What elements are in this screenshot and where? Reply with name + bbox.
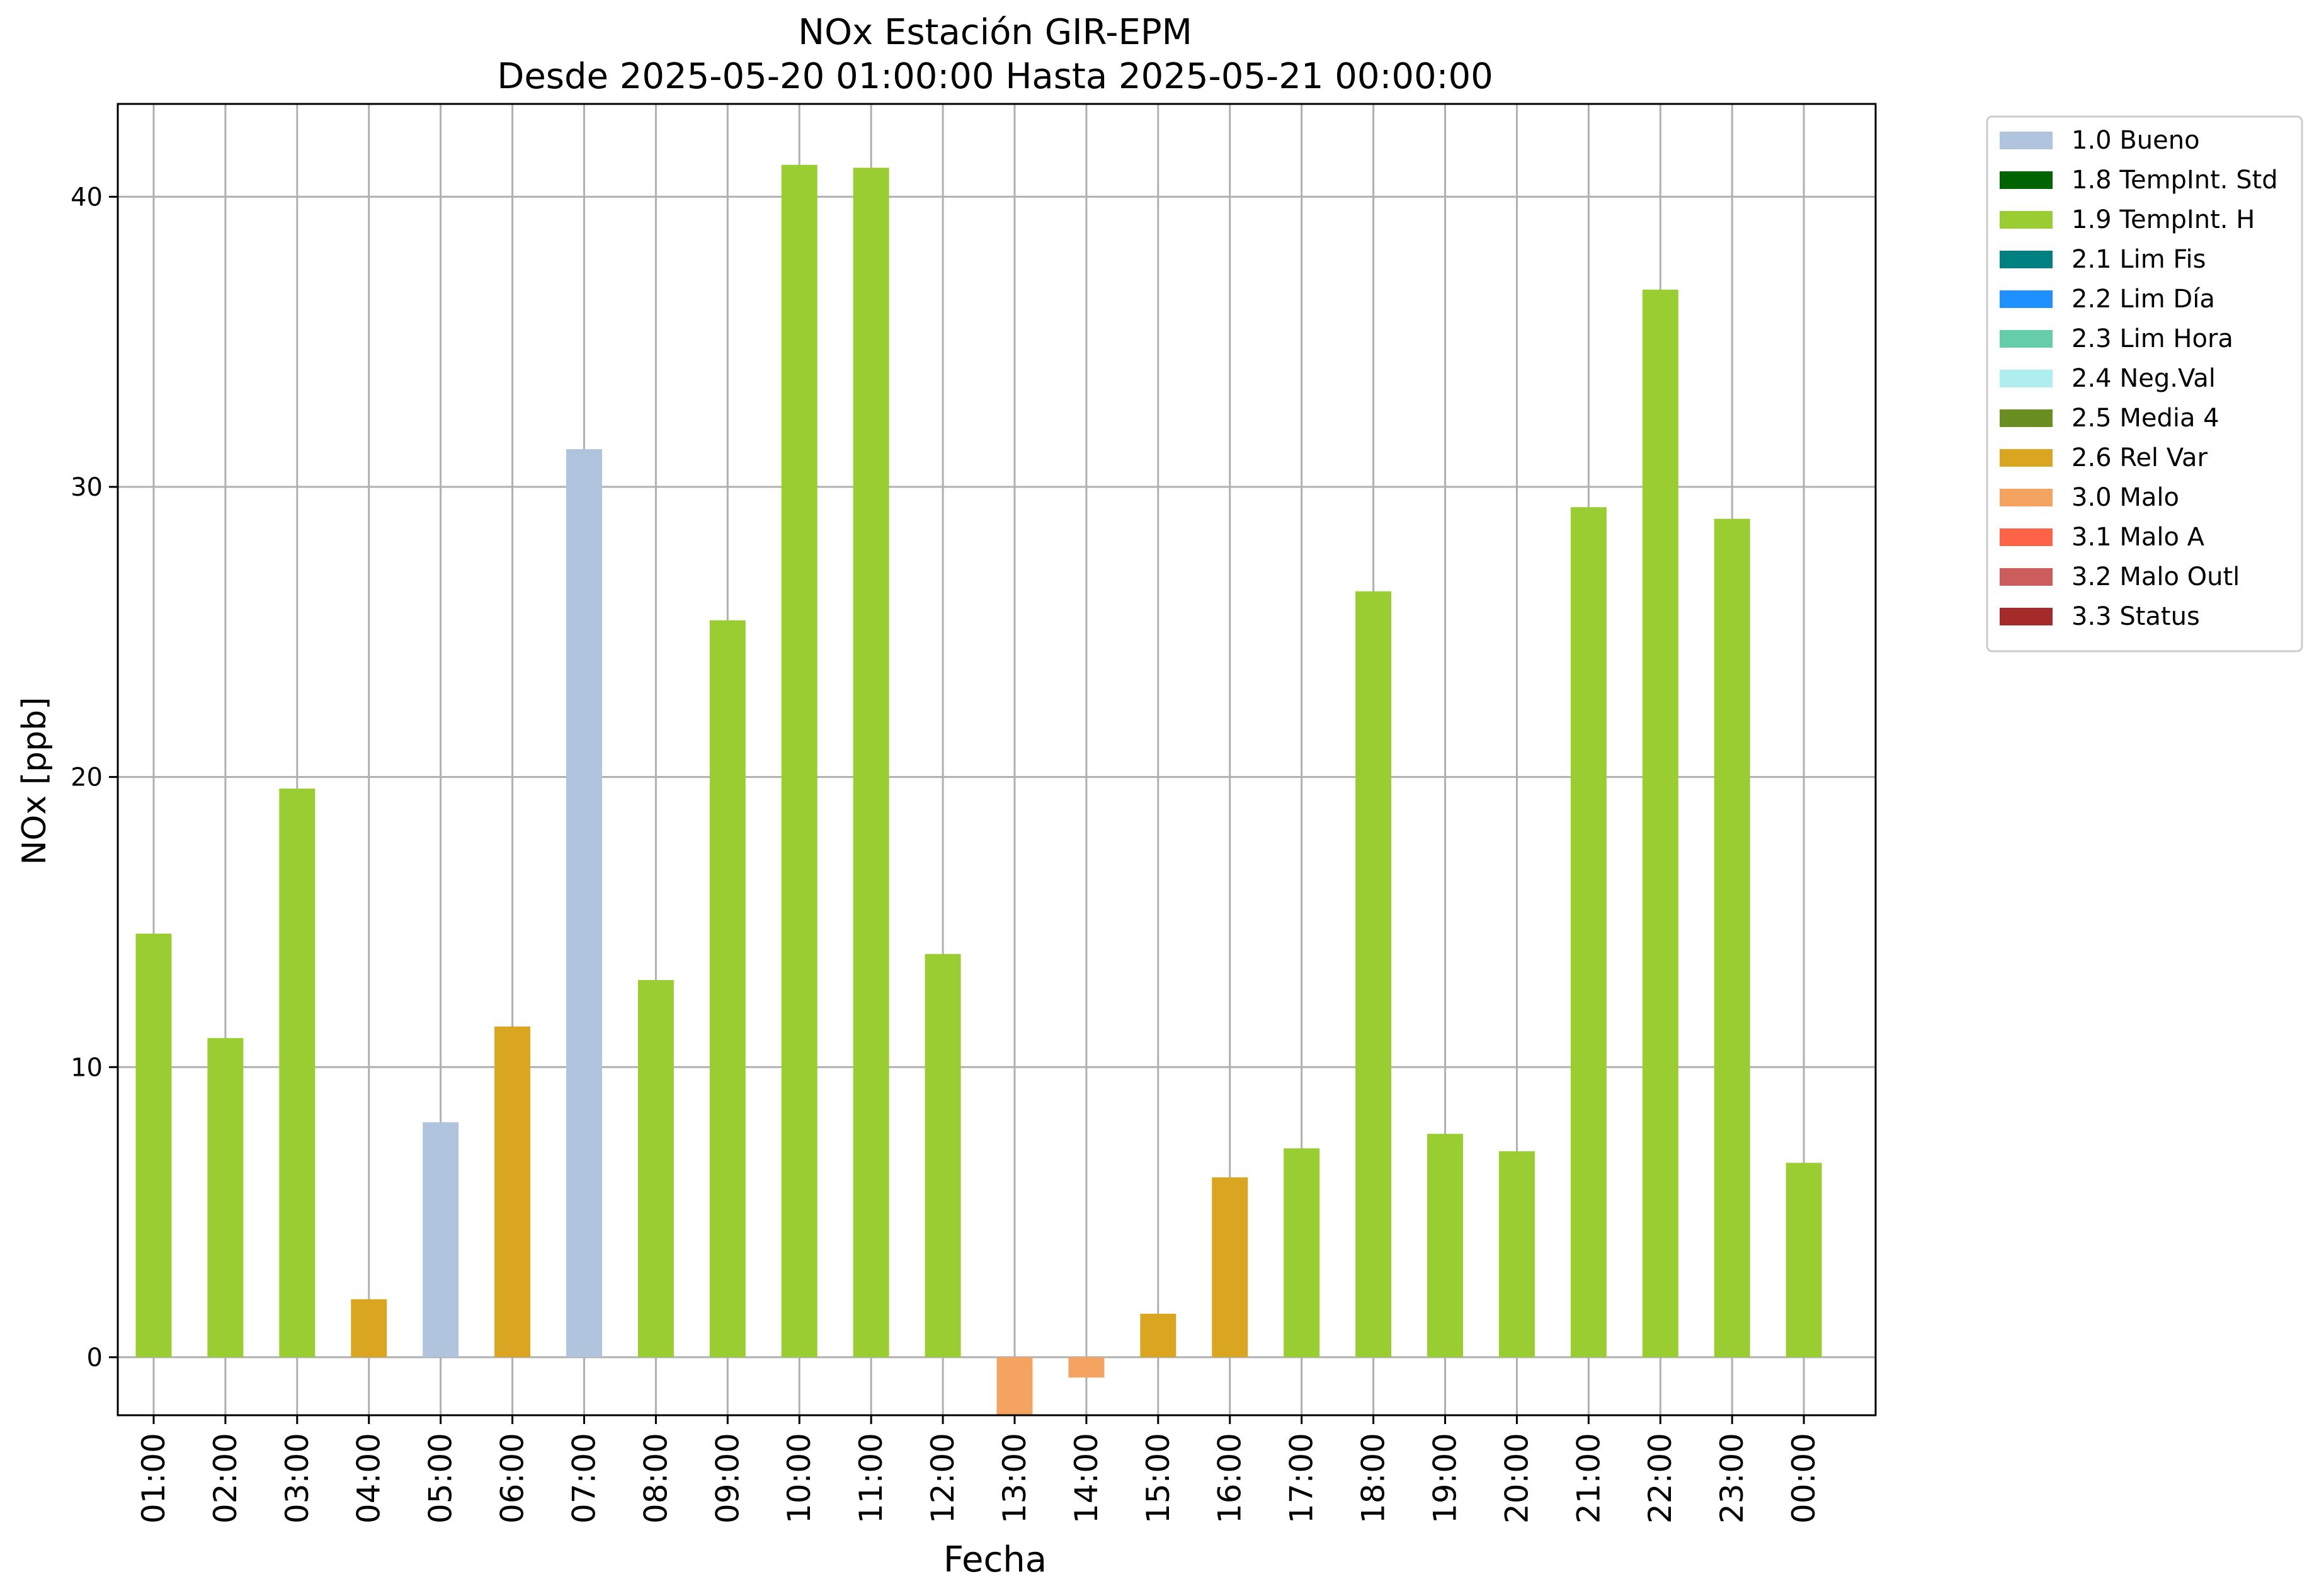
legend-swatch xyxy=(2000,251,2053,268)
bar-1100 xyxy=(853,168,889,1357)
legend-entry: 3.0 Malo xyxy=(2071,483,2179,512)
bar-1800 xyxy=(1355,591,1392,1357)
legend-swatch xyxy=(2000,608,2053,625)
bar-0300 xyxy=(279,789,316,1357)
legend-swatch xyxy=(2000,528,2053,546)
legend-swatch xyxy=(2000,409,2053,427)
bar-0500 xyxy=(423,1122,459,1357)
bar-2300 xyxy=(1714,518,1750,1357)
x-tick-label: 18:00 xyxy=(1355,1433,1392,1524)
bar-1000 xyxy=(781,164,818,1357)
legend-entry: 1.9 TempInt. H xyxy=(2071,205,2255,234)
x-axis-label: Fecha xyxy=(943,1539,1047,1580)
x-tick-label: 17:00 xyxy=(1284,1433,1320,1524)
bar-1400 xyxy=(1068,1357,1105,1378)
legend-entry: 2.4 Neg.Val xyxy=(2071,364,2216,393)
x-tick-label: 05:00 xyxy=(423,1433,459,1524)
bar-0000 xyxy=(1786,1163,1822,1357)
bar-0400 xyxy=(351,1299,387,1357)
bar-1300 xyxy=(996,1357,1033,1415)
x-tick-label: 13:00 xyxy=(996,1433,1033,1524)
x-tick-label: 07:00 xyxy=(566,1433,602,1524)
legend-entry: 2.1 Lim Fis xyxy=(2071,245,2206,274)
legend-swatch xyxy=(2000,489,2053,506)
bar-0700 xyxy=(566,449,602,1357)
x-tick-label: 03:00 xyxy=(279,1433,316,1524)
y-axis-label: NOx [ppb] xyxy=(16,697,54,865)
x-tick-label: 11:00 xyxy=(853,1433,889,1524)
x-tick-label: 20:00 xyxy=(1498,1433,1535,1524)
legend-entry: 1.8 TempInt. Std xyxy=(2071,166,2278,195)
bar-2200 xyxy=(1642,289,1678,1357)
legend-swatch xyxy=(2000,290,2053,308)
bar-2000 xyxy=(1498,1151,1535,1357)
x-tick-label: 08:00 xyxy=(637,1433,674,1524)
legend-swatch xyxy=(2000,171,2053,189)
legend-entry: 3.3 Status xyxy=(2071,602,2200,631)
x-tick-label: 06:00 xyxy=(494,1433,531,1524)
bar-2100 xyxy=(1570,507,1607,1357)
bars xyxy=(135,164,1822,1415)
legend-entry: 3.1 Malo A xyxy=(2071,523,2205,552)
bar-1900 xyxy=(1427,1134,1463,1357)
x-tick-label: 10:00 xyxy=(781,1433,818,1524)
bar-1700 xyxy=(1284,1148,1320,1357)
legend-entry: 2.2 Lim Día xyxy=(2071,285,2215,314)
x-tick-label: 12:00 xyxy=(925,1433,961,1524)
legend-entry: 2.5 Media 4 xyxy=(2071,404,2219,433)
legend-swatch xyxy=(2000,370,2053,387)
legend-entry: 1.0 Bueno xyxy=(2071,126,2200,155)
y-tick-label: 0 xyxy=(87,1343,103,1372)
legend-swatch xyxy=(2000,568,2053,586)
y-tick-label: 20 xyxy=(71,763,103,792)
bar-0600 xyxy=(494,1026,531,1357)
bar-1500 xyxy=(1140,1313,1177,1357)
bar-1200 xyxy=(925,954,961,1357)
x-tick-label: 09:00 xyxy=(709,1433,746,1524)
x-tick-label: 19:00 xyxy=(1427,1433,1463,1524)
legend-entry: 3.2 Malo Outl xyxy=(2071,562,2240,591)
x-tick-label: 00:00 xyxy=(1786,1433,1822,1524)
x-tick-label: 23:00 xyxy=(1714,1433,1750,1524)
legend-entry: 2.3 Lim Hora xyxy=(2071,324,2233,353)
bar-0200 xyxy=(207,1038,244,1357)
legend-swatch xyxy=(2000,449,2053,467)
x-tick-label: 22:00 xyxy=(1642,1433,1678,1524)
legend: 1.0 Bueno 1.8 TempInt. Std 1.9 TempInt. H 2… xyxy=(1986,115,2303,653)
x-tick-label: 01:00 xyxy=(135,1433,172,1524)
axes: 0 10 20 30 40 01:00 02:00 03:00 04:00 05:00 06:00 0… xyxy=(71,103,1877,1524)
bar-0100 xyxy=(135,933,172,1357)
y-tick-label: 30 xyxy=(71,473,103,502)
legend-swatch xyxy=(2000,132,2053,149)
y-tick-label: 10 xyxy=(71,1053,103,1082)
x-tick-label: 02:00 xyxy=(207,1433,244,1524)
x-tick-label: 21:00 xyxy=(1570,1433,1607,1524)
legend-swatch xyxy=(2000,330,2053,348)
x-tick-label: 16:00 xyxy=(1212,1433,1248,1524)
legend-swatch xyxy=(2000,211,2053,229)
x-tick-label: 04:00 xyxy=(351,1433,387,1524)
bar-1600 xyxy=(1212,1177,1248,1357)
bar-0900 xyxy=(709,620,746,1357)
x-tick-label: 14:00 xyxy=(1068,1433,1105,1524)
y-tick-label: 40 xyxy=(71,183,103,212)
bar-0800 xyxy=(637,980,674,1357)
x-tick-label: 15:00 xyxy=(1140,1433,1177,1524)
legend-entry: 2.6 Rel Var xyxy=(2071,443,2208,472)
legend-box xyxy=(1986,115,2303,653)
chart-title: NOx Estación GIR-EPM xyxy=(798,12,1192,53)
chart-subtitle: Desde 2025-05-20 01:00:00 Hasta 2025-05-… xyxy=(497,56,1493,97)
plot-frame xyxy=(117,103,1877,1416)
